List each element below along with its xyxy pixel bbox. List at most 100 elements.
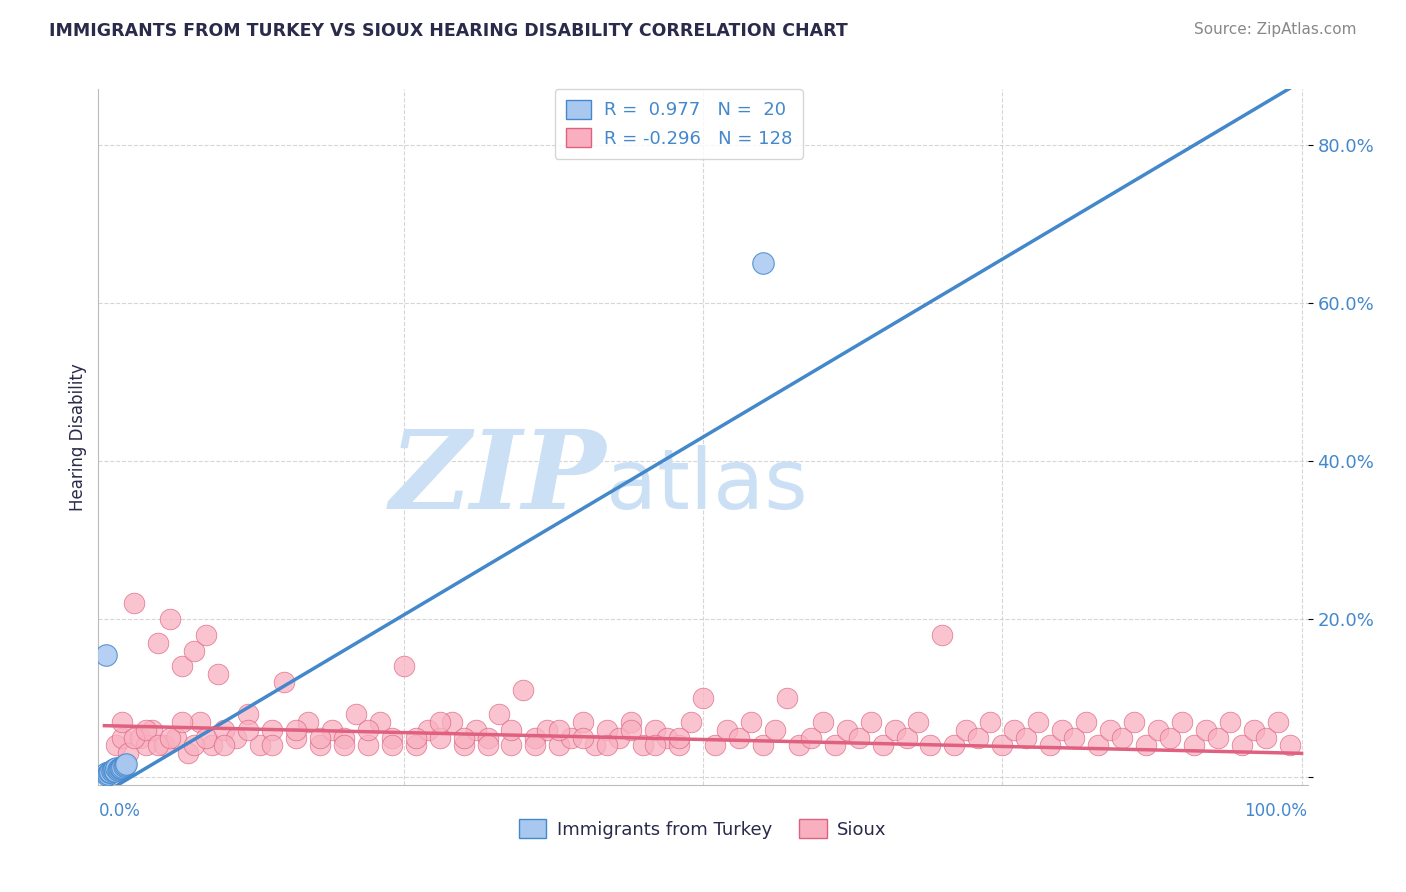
Point: [381, 739, 404, 753]
Point: [943, 739, 966, 753]
Point: [381, 731, 404, 745]
Point: [101, 763, 124, 777]
Point: [668, 731, 690, 745]
Point: [572, 714, 595, 729]
Point: [1099, 723, 1122, 737]
Point: [100, 764, 122, 778]
Point: [96, 767, 118, 781]
Point: [1123, 714, 1146, 729]
Point: [920, 739, 942, 753]
Point: [416, 723, 439, 737]
Point: [967, 731, 990, 745]
Point: [249, 739, 271, 753]
Point: [260, 723, 283, 737]
Point: [284, 731, 307, 745]
Point: [148, 635, 170, 649]
Point: [560, 731, 582, 745]
Point: [644, 739, 666, 753]
Point: [501, 723, 523, 737]
Point: [212, 739, 235, 753]
Point: [405, 731, 427, 745]
Point: [1002, 723, 1025, 737]
Text: Source: ZipAtlas.com: Source: ZipAtlas.com: [1194, 22, 1357, 37]
Point: [114, 758, 136, 772]
Point: [1182, 739, 1205, 753]
Point: [124, 731, 146, 745]
Point: [405, 739, 427, 753]
Point: [284, 723, 307, 737]
Point: [704, 739, 727, 753]
Text: IMMIGRANTS FROM TURKEY VS SIOUX HEARING DISABILITY CORRELATION CHART: IMMIGRANTS FROM TURKEY VS SIOUX HEARING …: [49, 22, 848, 40]
Point: [740, 714, 762, 729]
Point: [188, 714, 211, 729]
Point: [297, 714, 319, 729]
Point: [117, 747, 139, 761]
Point: [111, 714, 134, 729]
Point: [321, 723, 343, 737]
Point: [931, 628, 953, 642]
Point: [979, 714, 1001, 729]
Point: [112, 759, 135, 773]
Point: [453, 731, 475, 745]
Point: [344, 706, 367, 721]
Point: [1087, 739, 1109, 753]
Point: [107, 763, 129, 777]
Point: [195, 731, 218, 745]
Point: [824, 739, 846, 753]
Point: [1147, 723, 1170, 737]
Point: [679, 714, 702, 729]
Point: [501, 739, 523, 753]
Point: [129, 731, 152, 745]
Point: [333, 739, 356, 753]
Point: [357, 739, 380, 753]
Point: [94, 648, 117, 662]
Point: [596, 723, 619, 737]
Point: [453, 739, 475, 753]
Point: [668, 739, 690, 753]
Text: ZIP: ZIP: [389, 425, 606, 533]
Point: [357, 723, 380, 737]
Point: [159, 731, 181, 745]
Point: [183, 643, 205, 657]
Point: [159, 612, 181, 626]
Point: [108, 760, 131, 774]
Point: [1050, 723, 1073, 737]
Point: [1267, 714, 1289, 729]
Point: [811, 714, 834, 729]
Point: [1135, 739, 1157, 753]
Point: [1111, 731, 1133, 745]
Point: [273, 675, 295, 690]
Point: [107, 762, 129, 776]
Point: [111, 760, 134, 774]
Point: [1171, 714, 1194, 729]
Point: [620, 714, 643, 729]
Text: 0.0%: 0.0%: [98, 803, 141, 821]
Point: [596, 739, 619, 753]
Text: 100.0%: 100.0%: [1244, 803, 1308, 821]
Point: [212, 723, 235, 737]
Point: [907, 714, 929, 729]
Point: [716, 723, 738, 737]
Point: [260, 739, 283, 753]
Text: atlas: atlas: [606, 445, 808, 526]
Point: [1026, 714, 1049, 729]
Point: [103, 762, 125, 776]
Point: [124, 596, 146, 610]
Point: [1219, 714, 1241, 729]
Point: [195, 628, 218, 642]
Point: [172, 714, 194, 729]
Point: [201, 739, 224, 753]
Point: [692, 690, 714, 705]
Point: [392, 659, 415, 673]
Point: [309, 739, 332, 753]
Point: [105, 739, 128, 753]
Point: [896, 731, 918, 745]
Y-axis label: Hearing Disability: Hearing Disability: [69, 363, 87, 511]
Point: [631, 739, 654, 753]
Point: [177, 747, 200, 761]
Point: [488, 706, 510, 721]
Point: [1063, 731, 1085, 745]
Point: [763, 723, 786, 737]
Legend: Immigrants from Turkey, Sioux: Immigrants from Turkey, Sioux: [519, 819, 887, 838]
Point: [1243, 723, 1265, 737]
